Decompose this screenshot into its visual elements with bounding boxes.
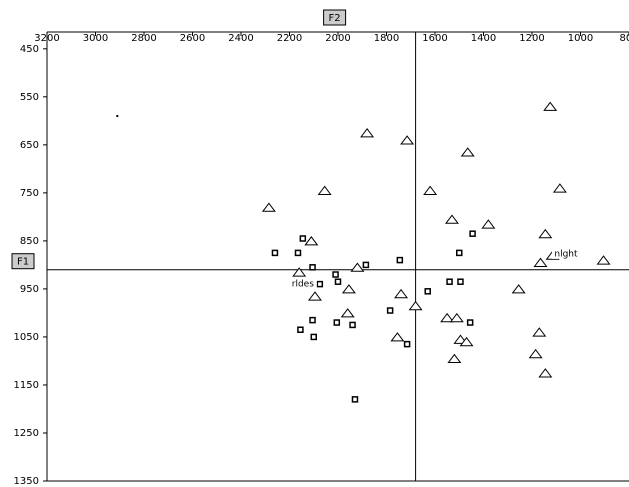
x-tick-label: 2400: [228, 33, 253, 44]
triangle-point: [533, 257, 548, 268]
axis-label-box: [11, 253, 35, 270]
x-axis-label: F2: [329, 13, 341, 24]
x-tick-label: 3200: [34, 33, 59, 44]
triangle-point: [423, 185, 438, 195]
square-point: [271, 249, 279, 257]
triangle-point: [341, 284, 356, 294]
square-point: [403, 340, 411, 348]
y-tick-label: 1250: [14, 428, 39, 439]
square-point: [310, 333, 317, 341]
triangle-point: [390, 332, 405, 342]
x-tick-label: 3000: [83, 33, 108, 44]
triangle-point: [261, 202, 276, 212]
x-tick-label: 1200: [519, 33, 544, 44]
y-tick-label: 1150: [14, 380, 39, 391]
triangle-point: [459, 336, 474, 347]
square-point: [446, 278, 453, 285]
y-tick-label: 550: [20, 92, 39, 103]
triangle-point: [408, 300, 423, 311]
triangle-point: [481, 219, 496, 229]
triangle-point: [449, 312, 464, 323]
square-point: [456, 249, 463, 257]
y-tick-label: 950: [20, 284, 39, 295]
triangle-point: [340, 308, 355, 318]
triangle-point: [538, 228, 553, 239]
triangle-point: [511, 284, 526, 294]
triangle-point: [400, 135, 415, 145]
x-tick-label: 2800: [131, 33, 156, 44]
square-point: [396, 256, 404, 264]
square-point: [386, 307, 394, 314]
triangle-point: [360, 128, 375, 138]
triangle-point: [543, 101, 558, 111]
triangle-point: [460, 147, 475, 157]
y-tick-label: 1050: [14, 332, 39, 343]
annotation: rldes: [292, 280, 314, 290]
square-point: [351, 396, 359, 403]
square-point: [333, 319, 341, 326]
dot-point: [116, 115, 119, 118]
square-point: [457, 278, 464, 285]
x-tick-label: 1400: [471, 33, 496, 44]
annotation-bg: [288, 278, 317, 290]
axis-label-box: [323, 9, 347, 26]
square-point: [299, 235, 307, 242]
x-tick-label: 2000: [325, 33, 350, 44]
y-tick-label: 450: [20, 44, 39, 55]
square-point: [424, 288, 431, 295]
square-point: [362, 261, 370, 269]
triangle-point: [292, 267, 307, 277]
x-tick-label: 2600: [180, 33, 205, 44]
x-tick-label: 1000: [568, 33, 593, 44]
y-tick-label: 850: [20, 236, 39, 247]
y-tick-label: 750: [20, 188, 39, 199]
square-point: [309, 316, 316, 324]
triangle-point: [304, 236, 319, 246]
annotation-bg: [551, 247, 580, 259]
triangle-point: [538, 368, 553, 378]
square-point: [316, 280, 324, 288]
square-point: [349, 321, 356, 329]
triangle-point: [552, 183, 567, 193]
y-tick-label: 1350: [14, 476, 39, 487]
square-point: [332, 271, 339, 278]
x-tick-label: 1800: [374, 33, 399, 44]
triangle-point: [440, 312, 455, 323]
annotation: nlght: [554, 249, 578, 259]
triangle-point: [307, 291, 322, 301]
square-point: [309, 264, 316, 271]
triangle-point: [447, 353, 462, 364]
triangle-point: [532, 327, 547, 337]
x-tick-label: 1600: [422, 33, 447, 44]
triangle-point: [394, 288, 409, 299]
x-tick-label: 2200: [277, 33, 302, 44]
square-point: [334, 278, 342, 285]
square-point: [297, 326, 304, 333]
triangle-point: [596, 255, 611, 265]
y-tick-label: 650: [20, 140, 39, 151]
triangle-point: [444, 214, 459, 224]
triangle-point: [528, 348, 543, 359]
y-axis-label: F1: [17, 257, 29, 268]
x-tick-label: 800: [619, 33, 629, 44]
square-point: [466, 319, 474, 326]
triangle-point: [317, 185, 332, 195]
square-point: [469, 230, 476, 237]
square-point: [294, 249, 302, 257]
triangle-point: [350, 262, 365, 272]
